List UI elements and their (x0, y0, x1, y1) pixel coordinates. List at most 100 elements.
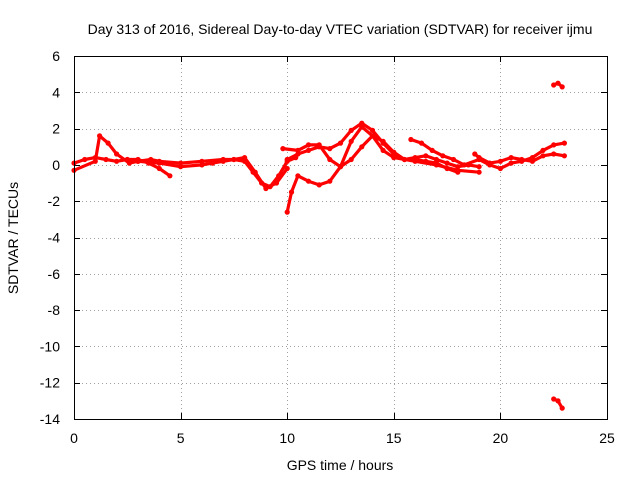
series-track-j (551, 396, 565, 411)
data-point (305, 142, 312, 148)
data-point (401, 156, 408, 163)
data-point (540, 147, 546, 153)
data-point (551, 142, 557, 148)
axis-ticks (74, 56, 608, 420)
data-point (337, 164, 344, 170)
data-point (555, 398, 561, 404)
data-point (97, 133, 103, 139)
data-point (359, 120, 365, 126)
data-point (561, 153, 568, 159)
data-point (316, 182, 322, 188)
data-point (199, 158, 205, 164)
data-point (497, 165, 503, 172)
data-point (199, 162, 205, 168)
x-tick-label: 25 (599, 430, 615, 446)
series-track-f (280, 133, 461, 175)
data-point (114, 158, 120, 164)
y-tick-label: 6 (52, 48, 60, 64)
data-point (327, 146, 333, 152)
data-point (369, 127, 376, 133)
data-point (210, 160, 216, 166)
data-point (295, 147, 301, 153)
data-point (114, 151, 120, 157)
series-line (72, 156, 172, 178)
series-track-h (472, 151, 568, 166)
data-point (508, 155, 514, 161)
data-point (327, 156, 333, 163)
y-tick-label: -2 (48, 193, 61, 209)
y-tick-label: -14 (40, 411, 60, 427)
data-point (231, 156, 237, 163)
data-point (476, 169, 482, 175)
data-point (305, 178, 312, 184)
data-point (380, 138, 386, 144)
data-point (529, 158, 536, 164)
x-tick-label: 10 (279, 430, 295, 446)
series-line (473, 152, 567, 165)
data-point (461, 162, 467, 168)
data-point (412, 156, 418, 163)
data-point (561, 140, 568, 146)
data-point (380, 147, 386, 153)
data-point (455, 164, 461, 170)
data-series (71, 80, 568, 411)
series-track-i (551, 80, 565, 90)
data-point (433, 160, 439, 166)
data-point (135, 158, 141, 164)
data-point (391, 149, 397, 155)
data-point (487, 160, 493, 166)
data-point (476, 164, 482, 170)
data-point (423, 153, 429, 159)
data-point (348, 156, 354, 163)
data-point (559, 405, 565, 411)
data-point (284, 209, 290, 215)
data-point (508, 160, 514, 166)
data-point (429, 147, 435, 153)
data-point (408, 136, 414, 143)
data-point (252, 169, 258, 175)
data-point (348, 138, 354, 144)
data-point (327, 178, 333, 184)
data-point (476, 155, 482, 161)
y-tick-label: 4 (52, 84, 60, 100)
chart-title: Day 313 of 2016, Sidereal Day-to-day VTE… (88, 21, 593, 37)
data-point (337, 140, 344, 146)
y-axis-title: SDTVAR / TECUs (5, 182, 21, 294)
data-point (295, 173, 301, 179)
data-point (178, 164, 184, 170)
data-point (242, 155, 248, 161)
data-point (418, 140, 425, 146)
data-point (103, 156, 109, 163)
data-point (433, 156, 439, 163)
data-point (284, 165, 290, 172)
data-point (450, 156, 457, 163)
data-point (497, 158, 503, 164)
series-track-c (124, 155, 290, 192)
plot-frame (74, 56, 608, 420)
data-point (359, 124, 365, 130)
data-point (316, 142, 322, 148)
data-point (284, 156, 290, 163)
y-tick-label: 0 (52, 157, 60, 173)
grid (74, 56, 607, 419)
data-point (555, 80, 561, 86)
x-tick-label: 15 (386, 430, 402, 446)
data-point (295, 151, 301, 157)
data-point (551, 396, 557, 402)
data-point (124, 156, 130, 163)
data-point (105, 140, 111, 146)
data-point (220, 158, 226, 164)
x-tick-label: 20 (493, 430, 509, 446)
data-point (391, 155, 397, 161)
data-point (288, 189, 295, 195)
data-point (178, 160, 184, 166)
x-tick-label: 5 (177, 430, 185, 446)
data-point (273, 180, 280, 186)
data-point (280, 146, 286, 152)
data-point (167, 173, 173, 179)
data-point (263, 185, 269, 192)
data-point (540, 153, 546, 159)
data-point (92, 158, 98, 164)
data-point (156, 160, 162, 166)
